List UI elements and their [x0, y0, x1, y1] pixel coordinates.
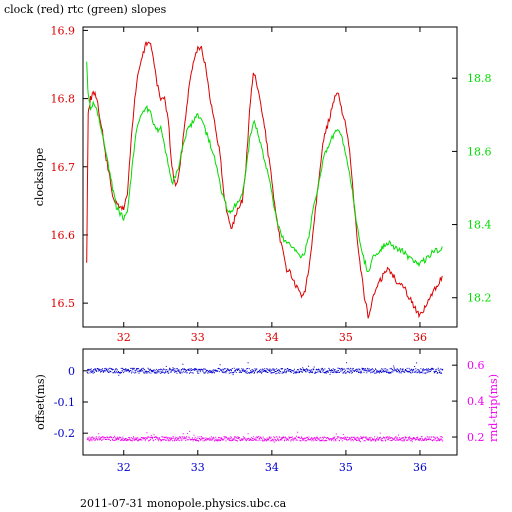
plot-frame — [82, 26, 458, 328]
x-tick-label: 34 — [265, 461, 279, 474]
y-left-tick-label: 16.5 — [51, 297, 76, 310]
footer-label: 2011-07-31 monopole.physics.ubc.ca — [80, 497, 287, 510]
y-right-axis-label: rnd-trip(ms) — [487, 374, 500, 442]
series-line-clock — [86, 41, 443, 319]
x-tick-label: 35 — [339, 331, 353, 344]
y-left-tick-label: 16.7 — [51, 161, 76, 174]
y-right-tick-label: 0.6 — [467, 359, 485, 372]
x-tick-label: 35 — [339, 461, 353, 474]
y-left-tick-label: 0 — [68, 365, 75, 378]
y-right-tick-label: 18.8 — [467, 72, 492, 85]
x-tick-label: 36 — [413, 461, 427, 474]
y-left-tick-label: 16.8 — [51, 93, 76, 106]
chart-title: clock (red) rtc (green) slopes — [4, 3, 167, 16]
y-left-tick-label: 16.9 — [51, 24, 76, 37]
x-tick-label: 33 — [191, 331, 205, 344]
series-line-rtc — [86, 61, 443, 272]
x-tick-label: 36 — [413, 331, 427, 344]
y-right-tick-label: 0.2 — [467, 431, 485, 444]
y-left-tick-label: -0.2 — [54, 427, 75, 440]
y-left-tick-label: -0.1 — [54, 396, 75, 409]
y-left-tick-label: 16.6 — [51, 229, 76, 242]
slopes-chart: 32 33 34 35 36 16.5 16.6 16.7 16.8 16.9 18.2 18.4 18… — [33, 24, 492, 344]
x-tick-label: 32 — [117, 331, 131, 344]
y-right-tick-label: 18.2 — [467, 292, 492, 305]
x-tick-label: 32 — [117, 461, 131, 474]
scatter-rnd-trip — [86, 430, 444, 443]
y-right-tick-label: 0.4 — [467, 395, 485, 408]
y-axis-label: clockslope — [33, 148, 46, 206]
y-right-tick-label: 18.6 — [467, 145, 492, 158]
y-left-axis-label: offset(ms) — [34, 374, 47, 430]
y-right-tick-label: 18.4 — [467, 219, 492, 232]
x-tick-label: 33 — [191, 461, 205, 474]
x-tick-label: 34 — [265, 331, 279, 344]
offset-chart: 32 33 34 35 36 0 -0.1 -0.2 0.2 0.4 0.6 offset(ms) rn… — [34, 348, 500, 474]
scatter-offset — [86, 362, 444, 376]
